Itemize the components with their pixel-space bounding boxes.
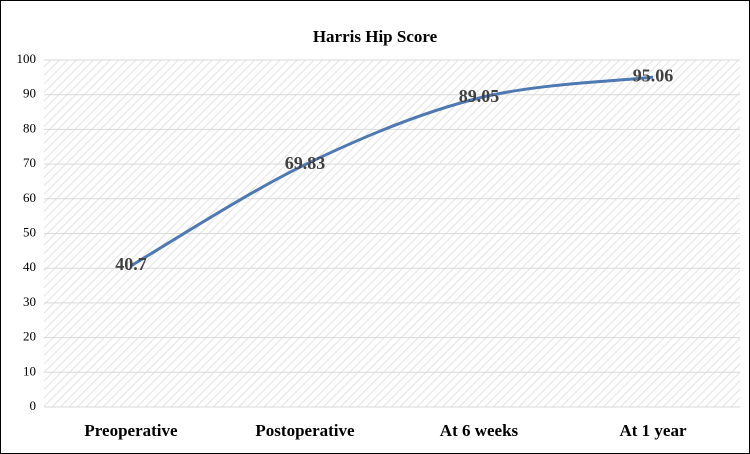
data-label: 69.83 — [285, 153, 326, 173]
data-label: 89.05 — [459, 86, 500, 106]
x-tick-label: Postoperative — [255, 421, 355, 440]
y-tick-label: 100 — [17, 51, 37, 66]
y-tick-label: 70 — [23, 155, 36, 170]
x-tick-label: At 6 weeks — [440, 421, 519, 440]
data-label: 40.7 — [115, 254, 147, 274]
y-tick-label: 20 — [23, 329, 36, 344]
chart-title: Harris Hip Score — [313, 27, 438, 46]
data-label: 95.06 — [633, 65, 674, 85]
y-tick-label: 0 — [30, 398, 37, 413]
x-tick-label: Preoperative — [84, 421, 178, 440]
y-tick-label: 30 — [23, 294, 36, 309]
y-tick-label: 80 — [23, 120, 36, 135]
y-tick-label: 90 — [23, 86, 36, 101]
x-tick-label: At 1 year — [619, 421, 686, 440]
data-line — [130, 75, 654, 268]
y-tick-label: 60 — [23, 190, 36, 205]
y-tick-label: 40 — [23, 259, 36, 274]
y-tick-label: 50 — [23, 224, 36, 239]
y-tick-label: 10 — [23, 363, 36, 378]
